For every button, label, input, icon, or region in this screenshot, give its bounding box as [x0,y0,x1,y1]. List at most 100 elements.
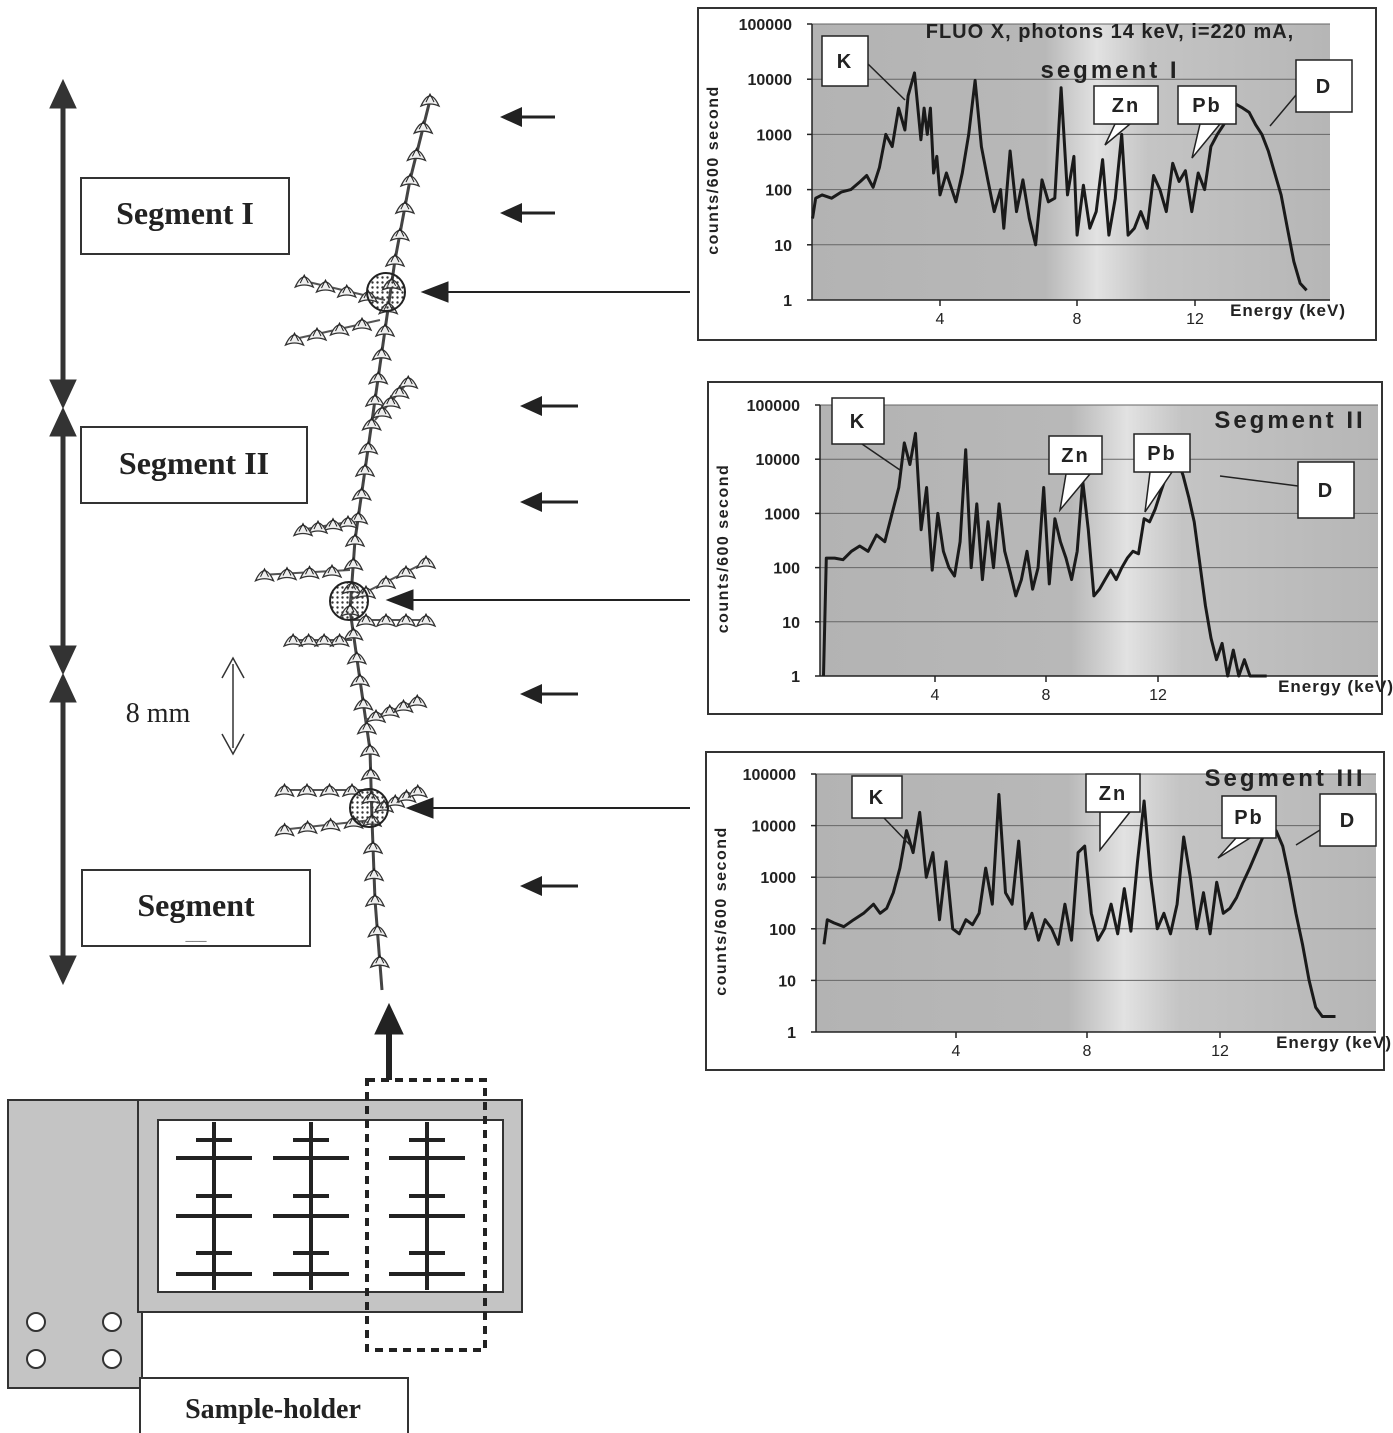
position-arrow [520,396,578,416]
leaf-scale [397,377,419,390]
callout-label: Pb [1147,443,1177,465]
leaf-scale [313,635,335,648]
spectrum-chart-segment-2: 1 10 100 1000 10000 100000 4 8 12 Energy (keV) cou… [707,381,1393,715]
plot-area [816,774,1376,1032]
svg-text:Sample-holder: Sample-holder [185,1394,361,1425]
callout-label: D [1316,76,1332,98]
sample-holder [7,1078,523,1389]
leaf-scale [364,895,386,908]
callout-zn: Zn [1093,85,1159,146]
svg-text:Segment I: Segment I [116,195,254,231]
leaf-scale [419,95,441,108]
leaf-scale [298,635,319,648]
segment-label-1: Segment I [80,177,290,255]
leaf-scale [389,229,411,242]
x-tick-label: 12 [1211,1043,1229,1060]
sample-holder-label: Sample-holder [139,1377,409,1433]
leaf-scale [394,202,416,215]
leaf-scale [359,745,381,758]
y-axis-label: counts/600 second [715,464,732,634]
leaf-scale [306,329,328,342]
callout-zn: Zn [1048,435,1103,513]
y-axis-label: counts/600 second [713,826,730,996]
y-tick-label: 100000 [747,398,800,415]
y-tick-label: 1 [791,669,800,686]
chart-title: segment I [1040,57,1179,84]
callout-label: Pb [1234,807,1264,829]
leaf-scale [336,286,358,299]
leaf-scale [361,419,382,432]
leaf-scale [351,489,372,502]
y-axis-label: counts/600 second [705,85,722,255]
leaf-scale [344,535,366,548]
y-tick-label: 10000 [752,819,797,836]
spectrum-line [822,431,1267,678]
x-tick-label: 12 [1186,311,1204,328]
leaf-scale [343,559,364,572]
mounting-hole [102,1349,122,1369]
x-axis-label: Energy (keV) [1278,677,1393,696]
x-axis-label: Energy (keV) [1230,301,1346,320]
leaf-scale [351,319,373,332]
leaf-scale [375,615,397,628]
leaf-scale [329,324,350,337]
leaf-scale [367,372,389,385]
holder-sample-slots [176,1122,465,1290]
leaf-scale [274,824,295,837]
selected-slot-highlight [365,1078,487,1352]
callout-k: K [821,35,906,101]
chart-title: Segment III [1204,765,1365,792]
leaf-scale [353,699,374,712]
y-tick-label: 10 [782,615,800,632]
leaf-scale [362,842,384,855]
scale-indicator: 8 mm [126,656,245,756]
leaf-scale [379,706,401,719]
y-tick-label: 1000 [760,870,796,887]
callout-label: K [850,411,866,433]
leaf-scale [274,785,295,798]
y-tick-label: 100 [769,922,796,939]
leaf-scale [371,349,392,362]
y-tick-label: 100000 [739,17,792,34]
sample-slot [389,1122,465,1290]
leaf-scale [412,122,434,135]
x-tick-label: 4 [952,1043,961,1060]
leaf-scale [346,652,368,665]
y-tick-label: 10 [778,973,796,990]
svg-text:8 mm: 8 mm [126,698,191,729]
x-tick-label: 12 [1149,687,1167,704]
position-arrow [520,684,578,704]
x-tick-label: 4 [936,311,945,328]
mounting-hole [26,1349,46,1369]
y-tick-label: 1000 [756,127,792,144]
position-arrow [520,876,578,896]
leaf-scale [254,570,275,583]
leaf-scale [284,334,305,347]
leaf-scale [360,769,381,782]
leaf-scale [321,566,343,579]
leaf-scale [282,635,304,648]
y-tick-label: 10 [774,238,792,255]
mounting-hole [26,1312,46,1332]
callout-label: K [869,787,885,809]
callout-k: K [851,775,911,846]
callout-zn: Zn [1085,773,1141,853]
mounting-hole [102,1312,122,1332]
plot-area [812,24,1330,300]
y-tick-label: 1 [787,1025,796,1042]
leaf-scale [407,786,429,799]
leaf-scale [297,822,318,835]
leaf-scale [356,722,378,735]
leaf-scale [293,276,315,289]
callout-pb: Pb [1177,85,1237,159]
leaf-scale [292,524,314,537]
chart-connector-arrows [385,281,690,819]
holder-to-branch-arrow [374,1002,404,1080]
leaf-scale [393,701,414,714]
sampling-spot-2 [329,581,369,621]
callout-d: D [1269,59,1353,127]
segment-label-3: Segment ___ [81,869,311,947]
leaf-scale [367,925,388,938]
segment-range-bar [49,78,77,986]
